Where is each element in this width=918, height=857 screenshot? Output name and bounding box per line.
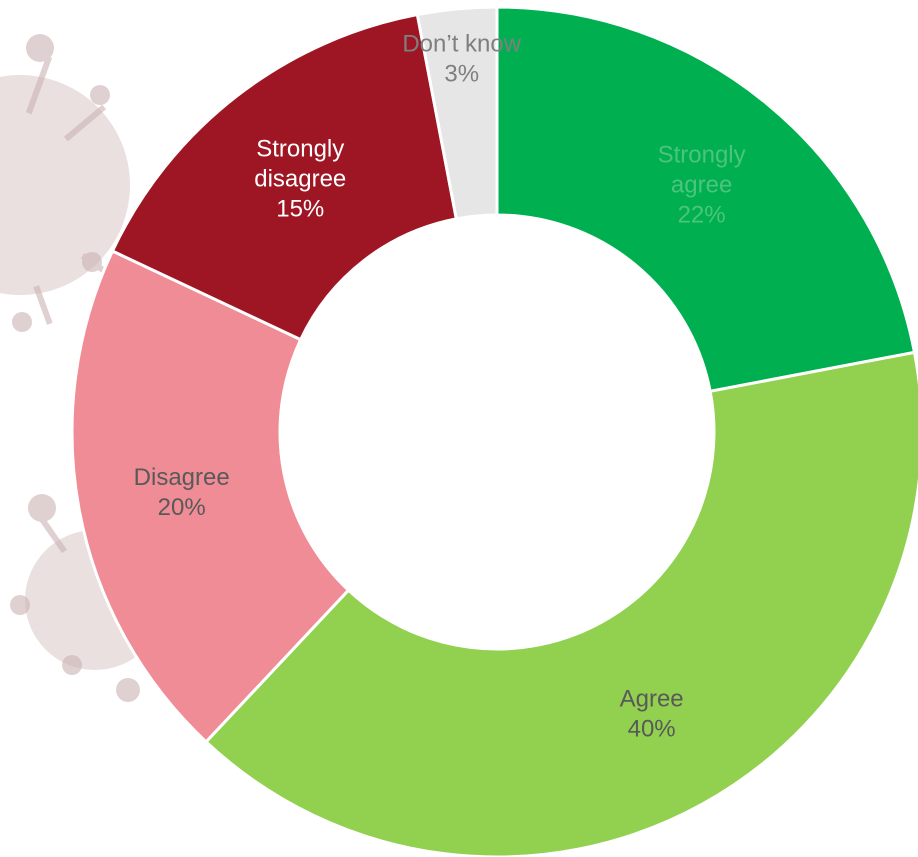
slice-don-t-know <box>415 5 499 221</box>
label-value: 40% <box>628 715 676 742</box>
slice-strongly-agree <box>495 5 917 394</box>
slice-strongly-disagree <box>110 12 459 342</box>
label-agree: Agree 40% <box>620 685 684 742</box>
label-disagree: Disagree 20% <box>134 464 230 521</box>
label-value: 3% <box>444 61 479 88</box>
label-value: 15% <box>276 195 324 222</box>
slice-agree <box>203 350 918 857</box>
label-don-t-know: Don’t know 3% <box>402 31 521 88</box>
label-strongly-disagree: Strongly disagree 15% <box>254 135 346 222</box>
slice-labels: Strongly agree 22% Agree 40% Disagree 20% Stron… <box>134 31 746 743</box>
virus-illustration-top <box>0 34 130 332</box>
donut-slices <box>70 5 918 857</box>
label-value: 20% <box>158 494 206 521</box>
label-text: Don’t know <box>402 31 521 58</box>
slice-disagree <box>70 249 351 744</box>
label-text: Agree <box>620 685 684 712</box>
label-text: Strongly <box>658 142 746 169</box>
label-text: disagree <box>254 165 346 192</box>
label-strongly-agree: Strongly agree 22% <box>658 142 746 229</box>
label-text: Disagree <box>134 464 230 491</box>
label-value: 22% <box>678 202 726 229</box>
label-text: Strongly <box>256 135 344 162</box>
label-text: agree <box>671 172 732 199</box>
